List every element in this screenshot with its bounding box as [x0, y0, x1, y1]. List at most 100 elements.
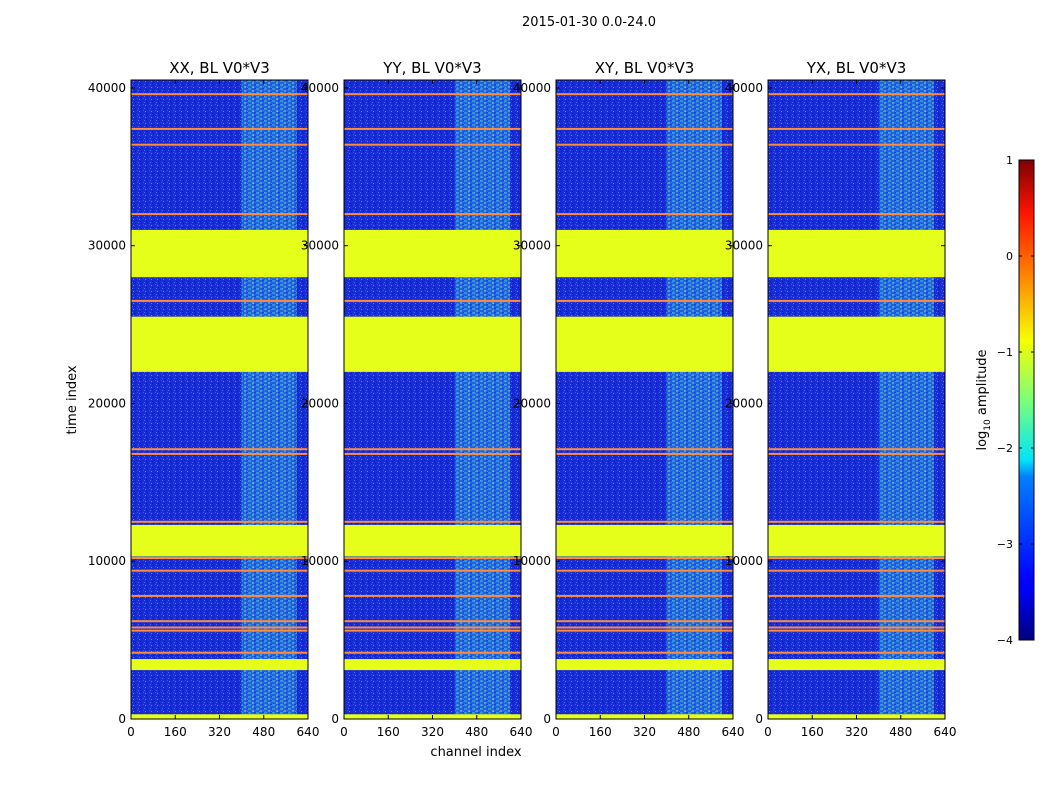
x-tick-label: 160 [801, 725, 824, 739]
flag-line [556, 213, 733, 216]
flagged-block [131, 524, 308, 557]
flagged-block [344, 659, 521, 671]
flag-line [344, 629, 521, 632]
flagged-block [768, 524, 945, 557]
flag-line [131, 143, 308, 146]
flagged-block [556, 524, 733, 557]
flag-line [131, 452, 308, 455]
y-tick-label: 40000 [88, 81, 126, 95]
flagged-block [768, 659, 945, 671]
flag-line [344, 557, 521, 560]
y-tick-label: 30000 [88, 239, 126, 253]
x-tick-label: 0 [764, 725, 772, 739]
flag-line [344, 569, 521, 572]
panel-title: YX, BL V0*V3 [806, 59, 907, 77]
x-tick-label: 640 [510, 725, 533, 739]
flag-line [768, 569, 945, 572]
panel-yx: YX, BL V0*V3 0 160 320 480 640 0 10000 20000 3000… [725, 59, 957, 739]
y-tick-label: 10000 [88, 554, 126, 568]
colorbar-tick-label: −3 [997, 538, 1013, 551]
flag-line [556, 620, 733, 623]
panel-yy: YY, BL V0*V3 0 160 320 480 640 0 10000 20000 3000… [301, 59, 533, 739]
flag-line [768, 93, 945, 96]
flag-line [556, 143, 733, 146]
flag-line [768, 620, 945, 623]
x-tick-label: 0 [340, 725, 348, 739]
flag-line [131, 520, 308, 523]
flag-line [344, 520, 521, 523]
flagged-block [556, 316, 733, 372]
flag-line [131, 651, 308, 654]
colorbar-gradient [1018, 159, 1035, 641]
y-tick-label: 30000 [301, 239, 339, 253]
colorbar-tick-label: −2 [997, 442, 1013, 455]
flag-line [556, 452, 733, 455]
y-tick-label: 20000 [301, 396, 339, 410]
panel-xy: XY, BL V0*V3 0 160 320 480 640 0 10000 20000 3000… [513, 59, 745, 739]
flag-line [556, 127, 733, 130]
flagged-block [344, 524, 521, 557]
figure-title: 2015-01-30 0.0-24.0 [522, 15, 656, 30]
flagged-block [768, 229, 945, 278]
y-tick-label: 30000 [513, 239, 551, 253]
flag-line [131, 620, 308, 623]
flag-line [768, 127, 945, 130]
rfi-band [454, 80, 510, 719]
flagged-block [556, 229, 733, 278]
flagged-block [131, 659, 308, 671]
y-tick-label: 10000 [301, 554, 339, 568]
rfi-band [878, 80, 934, 719]
flag-line [344, 93, 521, 96]
y-tick-label: 20000 [513, 396, 551, 410]
x-tick-label: 320 [421, 725, 444, 739]
flag-line [556, 594, 733, 597]
y-tick-label: 40000 [301, 81, 339, 95]
flag-line [556, 520, 733, 523]
flag-line [344, 594, 521, 597]
y-tick-label: 0 [331, 712, 339, 726]
y-axis-label: time index [65, 365, 80, 434]
x-tick-label: 640 [297, 725, 320, 739]
x-tick-label: 320 [845, 725, 868, 739]
flag-line [131, 93, 308, 96]
flag-line [131, 626, 308, 629]
flag-line [344, 127, 521, 130]
flag-line [131, 629, 308, 632]
panel-title: XX, BL V0*V3 [169, 59, 270, 77]
flag-line [768, 452, 945, 455]
flag-line [556, 626, 733, 629]
rfi-band [241, 80, 297, 719]
flag-line [131, 299, 308, 302]
flag-line [131, 127, 308, 130]
flag-line [344, 452, 521, 455]
flag-line [344, 143, 521, 146]
y-tick-label: 40000 [513, 81, 551, 95]
rfi-band [666, 80, 722, 719]
panel-title: XY, BL V0*V3 [595, 59, 695, 77]
x-tick-label: 480 [252, 725, 275, 739]
panel-xx: XX, BL V0*V3 0 160 320 480 640 0 10000 20000 3000… [88, 59, 320, 739]
flag-line [344, 626, 521, 629]
x-tick-label: 640 [934, 725, 957, 739]
flag-line [556, 299, 733, 302]
x-tick-label: 320 [208, 725, 231, 739]
x-tick-label: 0 [127, 725, 135, 739]
x-tick-label: 640 [722, 725, 745, 739]
flag-line [768, 448, 945, 451]
x-tick-label: 0 [552, 725, 560, 739]
flag-line [344, 620, 521, 623]
flagged-block [556, 659, 733, 671]
x-tick-label: 480 [889, 725, 912, 739]
flag-line [556, 448, 733, 451]
flag-line [131, 213, 308, 216]
flag-line [768, 651, 945, 654]
flag-line [768, 143, 945, 146]
x-tick-label: 320 [633, 725, 656, 739]
flag-line [768, 520, 945, 523]
flag-line [556, 557, 733, 560]
y-tick-label: 30000 [725, 239, 763, 253]
y-tick-label: 0 [543, 712, 551, 726]
flag-line [131, 557, 308, 560]
flagged-block [344, 316, 521, 372]
x-tick-label: 480 [677, 725, 700, 739]
